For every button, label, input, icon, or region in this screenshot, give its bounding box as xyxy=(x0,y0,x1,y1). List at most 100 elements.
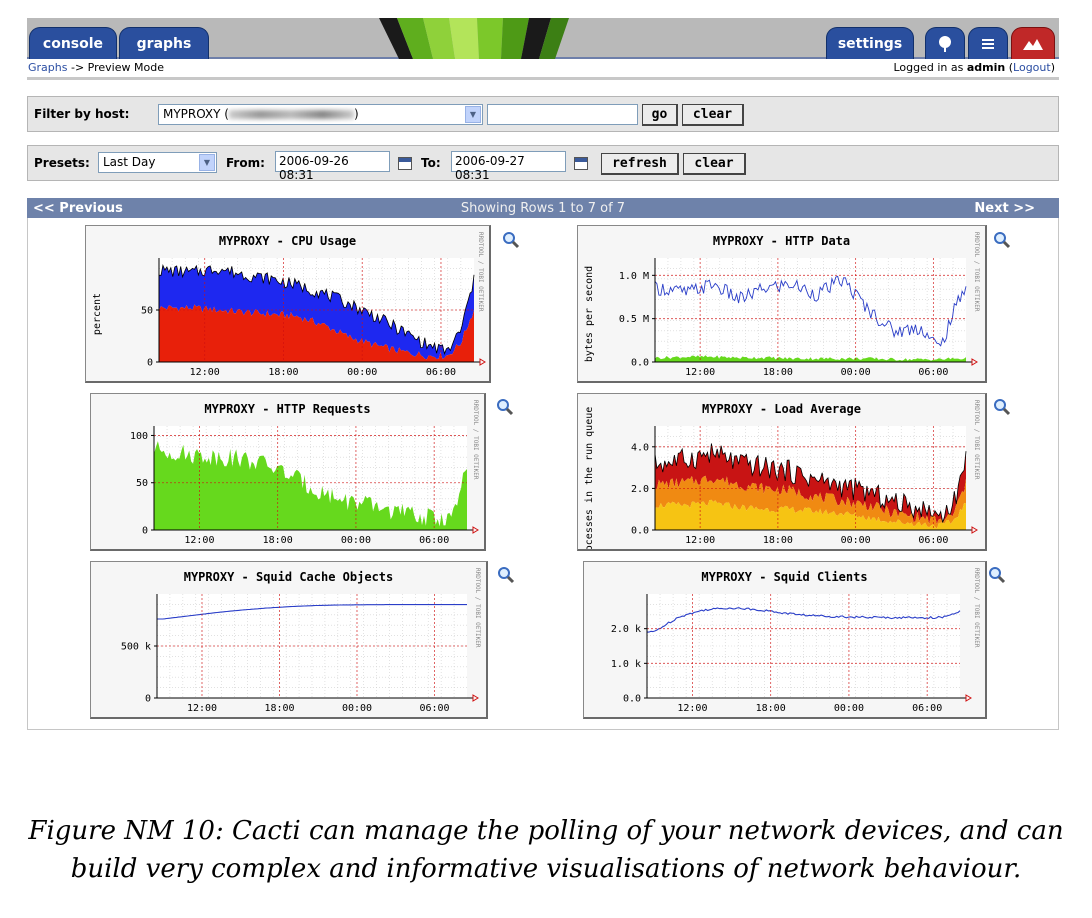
breadcrumb-current: Preview Mode xyxy=(87,61,164,74)
host-clear-button[interactable]: clear xyxy=(682,104,744,126)
chevron-down-icon: ▼ xyxy=(199,154,215,171)
y-tick-label: 50 xyxy=(136,478,148,489)
graph-squid-clients[interactable]: MYPROXY - Squid Clients 12:00 18:00 00:00 06… xyxy=(583,561,987,719)
presets-label: Presets: xyxy=(34,156,90,170)
timespan-bar: Presets: Last Day ▼ From: 2006-09-26 08:… xyxy=(27,145,1059,182)
graph-title: MYPROXY - HTTP Requests xyxy=(204,402,370,416)
zoom-magnifier-icon[interactable] xyxy=(497,566,515,584)
rrdtool-watermark: RRDTOOL / TOBI OETIKER xyxy=(472,400,479,480)
x-tick-label: 12:00 xyxy=(190,367,220,378)
tab-settings[interactable]: settings xyxy=(826,27,914,59)
tree-view-button[interactable] xyxy=(925,27,965,59)
previous-page-link[interactable]: << Previous xyxy=(33,201,123,216)
presets-select[interactable]: Last Day ▼ xyxy=(98,152,217,173)
x-tick-label: 00:00 xyxy=(342,703,372,714)
y-tick-label: 50 xyxy=(141,306,153,317)
x-tick-label: 12:00 xyxy=(685,367,715,378)
from-date-input[interactable]: 2006-09-26 08:31 xyxy=(275,151,390,182)
calendar-icon[interactable] xyxy=(398,157,412,170)
x-axis-arrow xyxy=(479,358,486,366)
y-tick-label: 4.0 xyxy=(631,442,649,453)
list-view-button[interactable] xyxy=(968,27,1008,59)
y-tick-label: 100 xyxy=(130,431,148,442)
x-tick-label: 18:00 xyxy=(763,367,793,378)
pager-bar: Showing Rows 1 to 7 of 7 << Previous Nex… xyxy=(27,198,1059,218)
x-axis-arrow xyxy=(965,694,972,702)
host-select[interactable]: MYPROXY () ▼ xyxy=(158,104,483,125)
zoom-magnifier-icon[interactable] xyxy=(502,231,520,249)
x-tick-label: 12:00 xyxy=(685,535,715,546)
login-user: admin xyxy=(966,61,1006,74)
x-tick-label: 18:00 xyxy=(264,703,294,714)
graph-canvas: MYPROXY - HTTP Requests 12:00 18:00 00:00 06… xyxy=(130,400,479,546)
x-tick-label: 06:00 xyxy=(912,703,942,714)
go-button[interactable]: go xyxy=(642,104,678,126)
y-tick-label: 1.0 M xyxy=(619,271,649,282)
x-axis-arrow xyxy=(971,526,978,534)
x-tick-label: 00:00 xyxy=(841,367,871,378)
pager-status: Showing Rows 1 to 7 of 7 xyxy=(460,201,626,216)
x-axis-arrow xyxy=(472,694,479,702)
tab-console[interactable]: console xyxy=(29,27,117,59)
x-tick-label: 18:00 xyxy=(268,367,298,378)
graph-load-average[interactable]: MYPROXY - Load Average 12:00 18:00 00:00 06:… xyxy=(577,393,987,551)
breadcrumb-separator: -> xyxy=(67,61,88,74)
top-nav-bar: console graphs settings xyxy=(27,18,1059,59)
tab-graphs[interactable]: graphs xyxy=(119,27,209,59)
mountain-graph-icon xyxy=(1023,38,1043,50)
refresh-button[interactable]: refresh xyxy=(601,153,679,175)
y-tick-label: 0.0 xyxy=(631,358,649,369)
from-label: From: xyxy=(226,156,265,170)
series-outline xyxy=(158,264,475,356)
timespan-clear-button[interactable]: clear xyxy=(683,153,746,175)
series-area xyxy=(154,441,467,530)
breadcrumb-graphs-link[interactable]: Graphs xyxy=(28,61,68,74)
graph-http-data[interactable]: MYPROXY - HTTP Data 12:00 18:00 00:00 06:00 1… xyxy=(577,225,987,383)
x-tick-label: 00:00 xyxy=(341,535,371,546)
graph-canvas: MYPROXY - HTTP Data 12:00 18:00 00:00 06:00 1… xyxy=(584,232,980,378)
login-status: Logged in as admin (Logout) xyxy=(893,61,1055,74)
preview-view-button[interactable] xyxy=(1011,27,1055,59)
graph-title: MYPROXY - CPU Usage xyxy=(219,234,356,248)
y-axis-label: rocesses in the run queue xyxy=(584,407,595,549)
zoom-magnifier-icon[interactable] xyxy=(993,231,1011,249)
breadcrumb-divider xyxy=(27,77,1059,80)
series-area xyxy=(655,443,966,525)
x-tick-label: 00:00 xyxy=(347,367,377,378)
next-page-link[interactable]: Next >> xyxy=(974,201,1035,216)
graph-squid-cache-objects[interactable]: MYPROXY - Squid Cache Objects 12:00 18:00 0… xyxy=(90,561,488,719)
x-tick-label: 12:00 xyxy=(184,535,214,546)
graph-cpu-usage[interactable]: MYPROXY - CPU Usage 12:00 18:00 00:00 06:00 5… xyxy=(85,225,491,383)
x-tick-label: 06:00 xyxy=(419,535,449,546)
y-tick-label: 2.0 k xyxy=(611,624,641,635)
x-tick-label: 00:00 xyxy=(841,535,871,546)
zoom-magnifier-icon[interactable] xyxy=(988,566,1006,584)
x-tick-label: 06:00 xyxy=(918,535,948,546)
calendar-icon[interactable] xyxy=(574,157,588,170)
host-select-prefix: MYPROXY ( xyxy=(163,107,229,121)
series-area xyxy=(655,355,966,362)
login-prefix: Logged in as xyxy=(893,61,967,74)
figure-caption: Figure NM 10: Cacti can manage the polli… xyxy=(28,816,1064,884)
y-tick-label: 0.5 M xyxy=(619,314,649,325)
presets-selected: Last Day xyxy=(103,155,156,169)
x-tick-label: 06:00 xyxy=(918,367,948,378)
tree-icon xyxy=(939,35,951,52)
graph-http-requests[interactable]: MYPROXY - HTTP Requests 12:00 18:00 00:00 06… xyxy=(90,393,486,551)
header-logo-stripes xyxy=(379,18,569,59)
y-tick-label: 500 k xyxy=(121,642,151,653)
to-date-input[interactable]: 2006-09-27 08:31 xyxy=(451,151,566,182)
zoom-magnifier-icon[interactable] xyxy=(496,398,514,416)
host-redacted-address xyxy=(228,110,354,119)
rrdtool-watermark: RRDTOOL / TOBI OETIKER xyxy=(973,232,980,312)
y-tick-label: 1.0 k xyxy=(611,659,641,670)
series-outline xyxy=(654,443,967,523)
y-tick-label: 0 xyxy=(142,526,148,537)
host-search-input[interactable] xyxy=(487,104,638,125)
y-axis-label: bytes per second xyxy=(584,266,595,362)
zoom-magnifier-icon[interactable] xyxy=(993,398,1011,416)
series-line xyxy=(647,607,961,633)
x-tick-label: 06:00 xyxy=(426,367,456,378)
y-tick-label: 0 xyxy=(145,694,151,705)
logout-link[interactable]: Logout xyxy=(1013,61,1051,74)
